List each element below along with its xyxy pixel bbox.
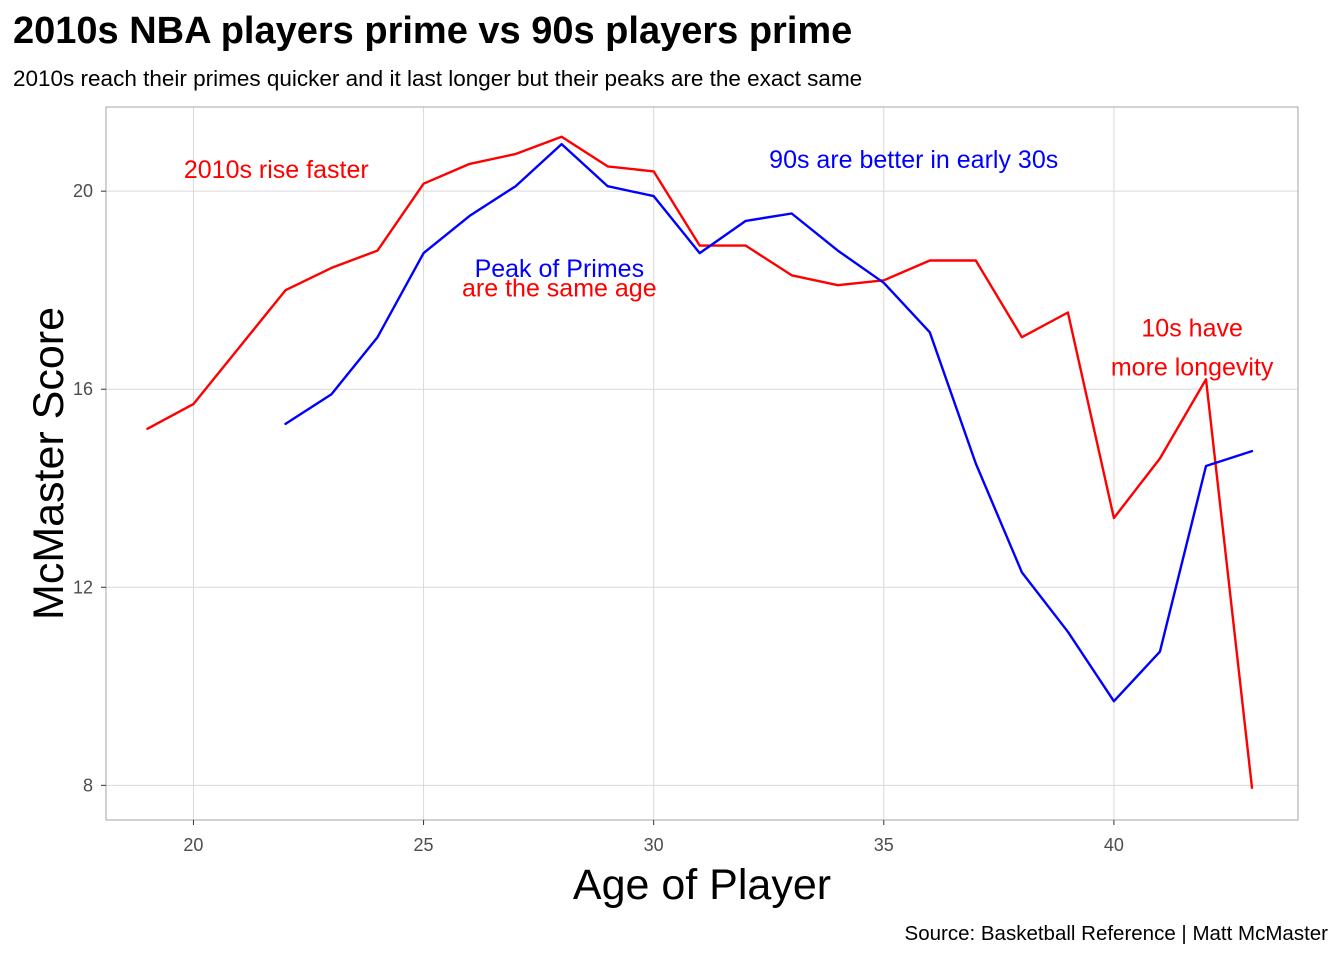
x-axis-ticks: 20 25 30 35 40	[183, 820, 1124, 855]
y-tick-label: 20	[73, 181, 93, 201]
y-axis-title: McMaster Score	[25, 307, 73, 620]
x-tick-label: 20	[183, 835, 203, 855]
chart-subtitle: 2010s reach their primes quicker and it …	[13, 66, 863, 91]
annotations: 2010s rise faster 90s are better in early…	[184, 146, 1274, 381]
chart-annotation: 2010s rise faster	[184, 156, 369, 184]
x-tick-label: 35	[874, 835, 894, 855]
series-line-90s	[284, 142, 1254, 703]
x-tick-label: 30	[644, 835, 664, 855]
chart-caption: Source: Basketball Reference | Matt McMa…	[904, 922, 1328, 945]
chart-annotation: 10s have	[1141, 314, 1242, 342]
chart-annotation: 90s are better in early 30s	[769, 146, 1058, 174]
y-axis-ticks: 8 12 16 20	[73, 181, 106, 795]
x-axis-title: Age of Player	[573, 861, 831, 909]
x-tick-label: 40	[1104, 835, 1124, 855]
series-line-2010s	[146, 135, 1254, 789]
chart-annotation: are the same age	[462, 275, 657, 303]
gridlines	[106, 107, 1298, 820]
panel-border	[105, 106, 1299, 821]
chart-title: 2010s NBA players prime vs 90s players p…	[13, 10, 853, 52]
y-tick-label: 8	[83, 775, 93, 795]
series-lines	[146, 135, 1254, 789]
chart-annotation: Peak of Primes	[475, 255, 645, 283]
y-tick-label: 16	[73, 379, 93, 399]
x-tick-label: 25	[414, 835, 434, 855]
y-tick-label: 12	[73, 577, 93, 597]
chart-annotation: more longevity	[1111, 353, 1274, 381]
